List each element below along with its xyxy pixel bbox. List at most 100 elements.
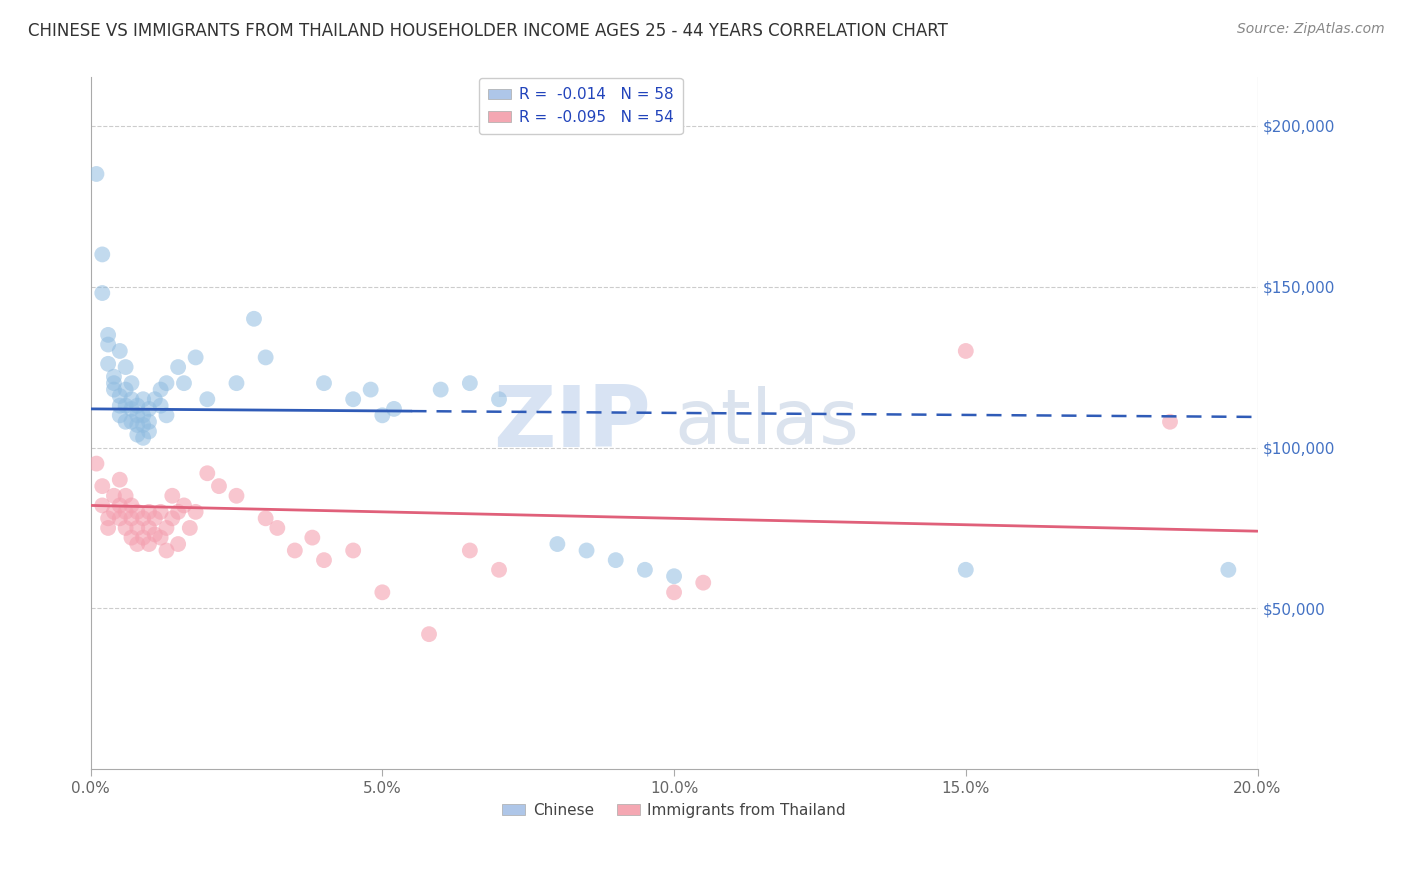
Point (575, 543, 598, 558)
Point (1218, 563, 1240, 577)
Point (225, 489, 247, 503)
Point (149, 383, 172, 397)
Point (114, 489, 136, 503)
Point (179, 521, 201, 535)
Point (155, 376, 177, 391)
Point (103, 376, 125, 391)
Point (120, 401, 142, 416)
Point (120, 499, 142, 513)
Point (284, 543, 307, 558)
Point (120, 392, 142, 407)
Point (149, 399, 172, 413)
Point (418, 627, 440, 641)
Point (114, 505, 136, 519)
Point (108, 499, 131, 513)
Point (91, 499, 114, 513)
Point (162, 489, 184, 503)
Point (955, 563, 977, 577)
Point (108, 511, 131, 525)
Point (108, 473, 131, 487)
Point (108, 409, 131, 423)
Point (91, 286, 114, 301)
Point (155, 543, 177, 558)
Point (97, 357, 120, 371)
Point (371, 585, 394, 599)
Point (143, 392, 166, 407)
Point (184, 351, 207, 365)
Point (138, 425, 160, 439)
Point (143, 527, 166, 541)
Point (132, 431, 155, 445)
Point (127, 505, 149, 519)
Point (127, 427, 149, 442)
Point (342, 392, 364, 407)
Point (132, 409, 155, 423)
Point (458, 543, 481, 558)
Point (662, 569, 685, 583)
Point (86, 167, 108, 181)
Point (120, 415, 142, 429)
Point (138, 537, 160, 551)
Point (86, 457, 108, 471)
Point (429, 383, 451, 397)
Point (208, 479, 231, 493)
Point (143, 511, 166, 525)
Point (167, 537, 190, 551)
Point (155, 409, 177, 423)
Point (91, 479, 114, 493)
Point (132, 511, 155, 525)
Point (120, 511, 142, 525)
Point (1159, 415, 1181, 429)
Point (127, 399, 149, 413)
Point (312, 376, 335, 391)
Point (114, 359, 136, 374)
Point (605, 553, 627, 567)
Point (114, 399, 136, 413)
Point (132, 531, 155, 545)
Point (342, 543, 364, 558)
Point (149, 531, 172, 545)
Point (120, 376, 142, 391)
Point (114, 415, 136, 429)
Point (138, 521, 160, 535)
Point (312, 553, 335, 567)
Point (173, 499, 195, 513)
Text: CHINESE VS IMMIGRANTS FROM THAILAND HOUSEHOLDER INCOME AGES 25 - 44 YEARS CORREL: CHINESE VS IMMIGRANTS FROM THAILAND HOUS… (28, 22, 948, 40)
Point (108, 399, 131, 413)
Point (138, 505, 160, 519)
Text: ZIP: ZIP (494, 382, 651, 465)
Point (371, 409, 394, 423)
Point (184, 505, 207, 519)
Point (195, 392, 218, 407)
Point (254, 351, 277, 365)
Point (97, 521, 120, 535)
Legend: Chinese, Immigrants from Thailand: Chinese, Immigrants from Thailand (496, 797, 852, 824)
Point (458, 376, 481, 391)
Point (162, 511, 184, 525)
Point (127, 521, 149, 535)
Point (546, 537, 568, 551)
Point (254, 511, 277, 525)
Point (103, 383, 125, 397)
Point (167, 359, 190, 374)
Point (103, 369, 125, 384)
Point (634, 563, 657, 577)
Point (97, 327, 120, 342)
Point (149, 505, 172, 519)
Point (132, 392, 155, 407)
Point (243, 311, 266, 326)
Point (97, 511, 120, 525)
Point (108, 343, 131, 358)
Point (103, 505, 125, 519)
Point (195, 467, 218, 481)
Point (127, 409, 149, 423)
Point (132, 417, 155, 432)
Point (382, 401, 405, 416)
Text: atlas: atlas (673, 386, 859, 460)
Text: Source: ZipAtlas.com: Source: ZipAtlas.com (1237, 22, 1385, 37)
Point (91, 247, 114, 261)
Point (127, 537, 149, 551)
Point (662, 585, 685, 599)
Point (692, 575, 714, 590)
Point (138, 415, 160, 429)
